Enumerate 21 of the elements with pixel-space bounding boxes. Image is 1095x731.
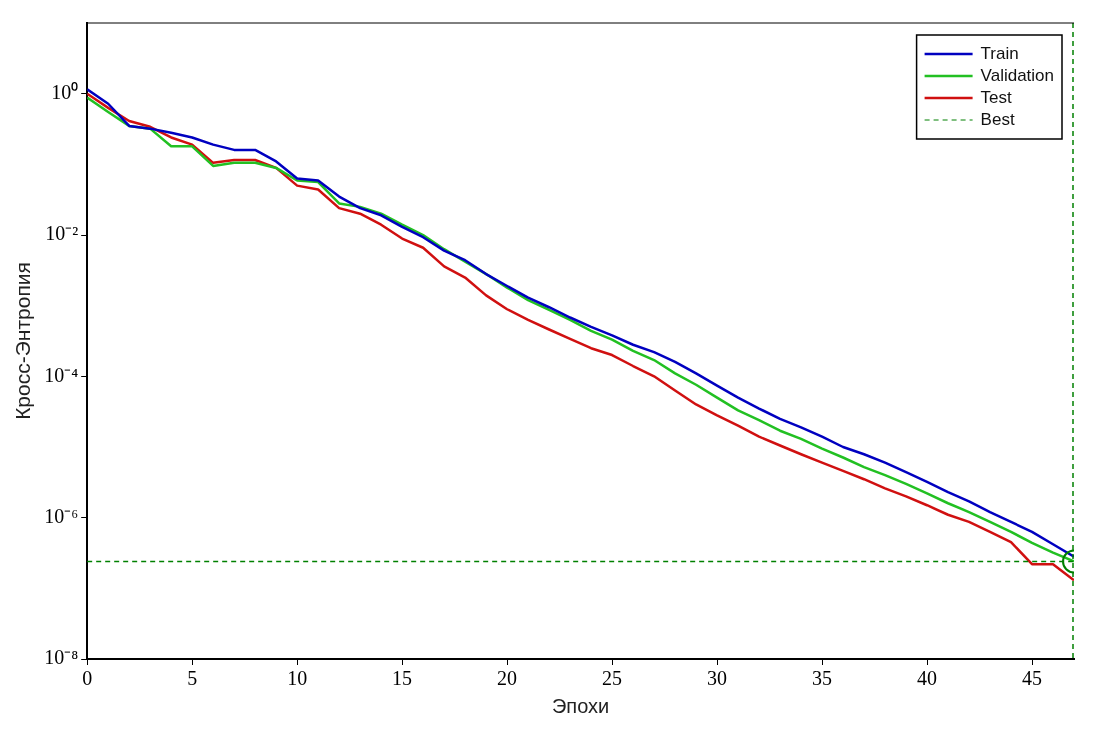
legend-label: Test	[980, 87, 1013, 107]
x-tick-label: 15	[392, 667, 413, 690]
y-tick-label: 10⁻⁶	[44, 504, 79, 527]
x-tick-label: 30	[707, 667, 728, 690]
legend-label: Validation	[980, 65, 1054, 85]
x-axis-title: Эпохи	[551, 694, 610, 717]
x-tick-label: 35	[812, 667, 833, 690]
x-tick-label: 0	[82, 667, 93, 690]
y-tick-label: 10⁰	[51, 80, 79, 103]
legend-label: Train	[980, 43, 1019, 63]
legend-label: Best	[980, 109, 1015, 129]
y-tick-label: 10⁻⁸	[44, 646, 79, 669]
y-tick-label: 10⁻²	[45, 222, 79, 245]
x-tick-label: 10	[287, 667, 308, 690]
y-axis-title: Кросс-Энтропия	[11, 262, 35, 420]
x-tick-label: 40	[917, 667, 938, 690]
x-tick-label: 5	[187, 667, 198, 690]
x-tick-label: 20	[497, 667, 518, 690]
x-tick-label: 25	[602, 667, 623, 690]
x-tick-label: 45	[1022, 667, 1043, 690]
y-tick-label: 10⁻⁴	[44, 363, 79, 386]
